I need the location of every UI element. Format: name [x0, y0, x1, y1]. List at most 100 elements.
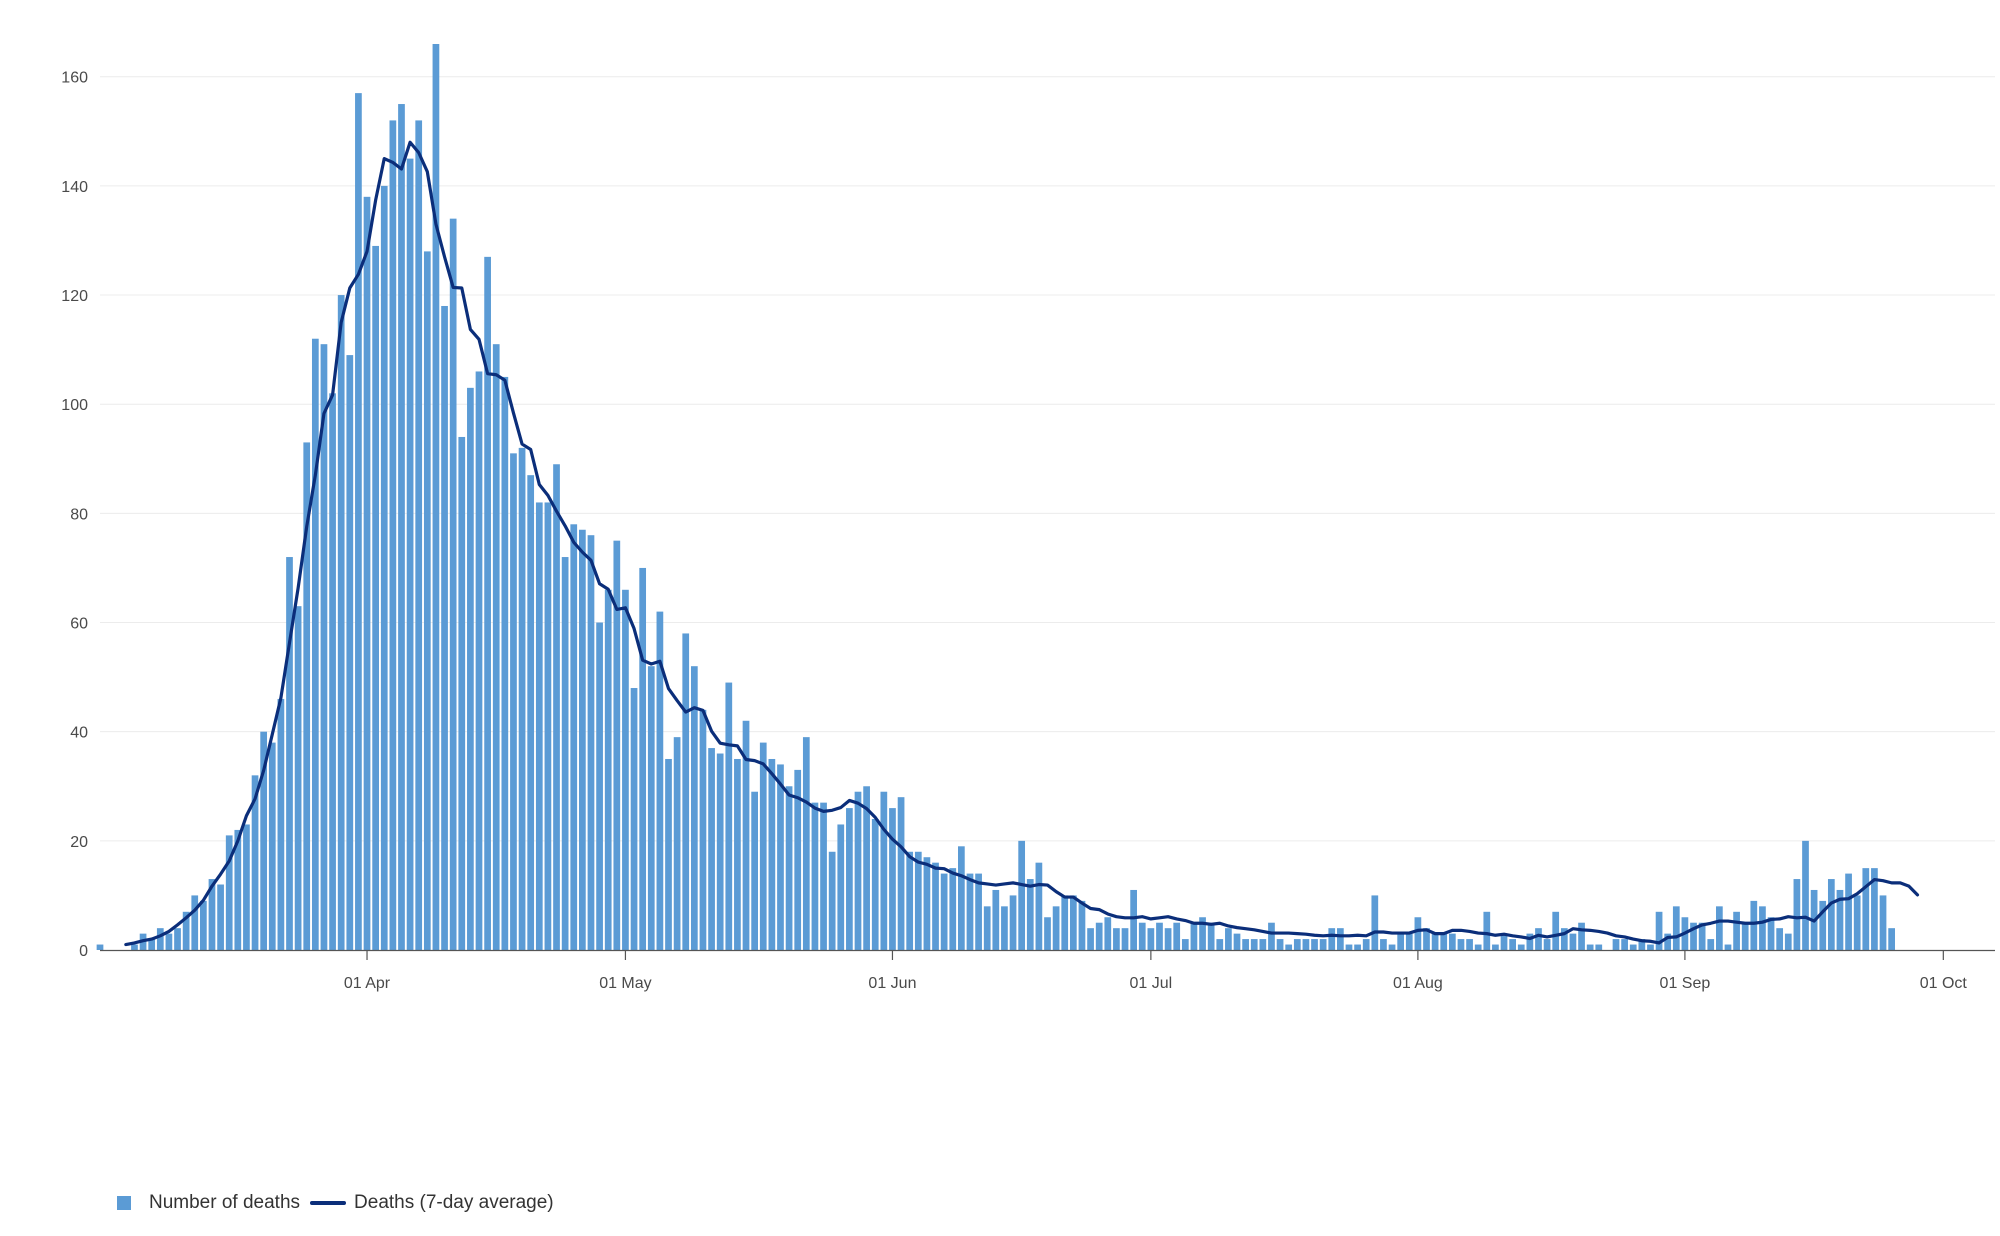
bar	[1285, 944, 1293, 950]
bar	[156, 928, 164, 950]
bar	[389, 120, 397, 950]
bar	[1827, 879, 1835, 950]
bar	[932, 862, 939, 950]
bar	[1724, 944, 1732, 950]
bar	[1629, 944, 1637, 950]
bar	[415, 120, 423, 950]
bar	[1448, 933, 1456, 950]
bar	[1061, 895, 1069, 950]
bar	[854, 791, 862, 950]
bar	[1001, 906, 1008, 950]
bar	[234, 829, 242, 950]
bar	[1466, 939, 1473, 950]
bar	[914, 851, 922, 950]
bar	[535, 502, 543, 950]
bar	[708, 748, 715, 950]
bar	[940, 873, 948, 950]
bar	[1621, 939, 1628, 950]
bar	[1586, 944, 1594, 950]
bar	[1690, 922, 1697, 950]
bar	[647, 666, 655, 950]
bar	[1233, 933, 1241, 950]
bar	[380, 185, 388, 950]
bar	[802, 737, 810, 950]
bar	[734, 758, 741, 950]
bar	[889, 808, 896, 950]
legend-swatch-bar	[117, 1196, 131, 1210]
bar	[837, 824, 845, 950]
bar	[1190, 922, 1198, 950]
x-tick-label: 01 Jul	[1130, 975, 1173, 992]
bar	[1052, 906, 1060, 950]
bar	[492, 344, 500, 950]
bar	[148, 939, 156, 950]
bar	[329, 393, 336, 950]
bar	[1242, 939, 1249, 950]
bar	[570, 524, 578, 950]
bar	[716, 753, 724, 950]
legend-item-deaths-average[interactable]: Deaths (7-day average)	[310, 1192, 554, 1214]
bar	[1845, 873, 1852, 950]
bar	[690, 666, 698, 950]
bar	[423, 251, 431, 950]
legend-label: Deaths (7-day average)	[354, 1192, 554, 1213]
bar	[1397, 933, 1405, 950]
bar	[1862, 868, 1870, 950]
bar	[527, 475, 535, 950]
bar	[1371, 895, 1379, 950]
bar	[355, 93, 362, 951]
bar	[1087, 928, 1094, 950]
bar	[622, 589, 629, 950]
bar	[1207, 922, 1215, 950]
legend-item-number-of-deaths[interactable]: Number of deaths	[117, 1192, 300, 1214]
x-tick-label: 01 Apr	[344, 975, 391, 992]
y-tick-label: 0	[79, 943, 88, 960]
bar	[96, 944, 104, 950]
bar	[751, 791, 758, 950]
y-tick-label: 100	[61, 397, 88, 414]
bar	[1741, 922, 1749, 950]
bar	[1362, 939, 1370, 950]
bar	[897, 797, 905, 950]
bar	[251, 775, 259, 950]
bar	[441, 305, 448, 951]
bar	[604, 589, 612, 950]
bar	[1250, 939, 1258, 950]
bar	[208, 879, 216, 950]
bar	[1345, 944, 1353, 950]
bar	[1655, 911, 1663, 950]
bar	[768, 758, 776, 950]
bar	[518, 447, 526, 950]
bar	[1095, 922, 1103, 950]
bar	[1259, 939, 1267, 950]
bar	[243, 824, 250, 950]
bar	[363, 196, 371, 950]
bar	[820, 802, 827, 950]
bar	[656, 611, 664, 950]
bar	[1888, 928, 1895, 950]
bar	[1578, 922, 1585, 950]
bar	[1380, 939, 1387, 950]
bar	[174, 928, 181, 950]
bar	[699, 709, 707, 950]
bar	[1638, 939, 1646, 950]
bar	[467, 387, 474, 951]
bar	[1156, 922, 1163, 950]
bar	[260, 731, 268, 950]
bar	[639, 567, 647, 950]
bar	[561, 557, 569, 950]
bar	[1078, 900, 1086, 950]
bar	[1767, 917, 1775, 950]
bar	[1552, 911, 1560, 950]
bar	[966, 873, 974, 950]
bar	[1121, 928, 1129, 950]
bar	[182, 911, 190, 950]
bar	[1440, 933, 1448, 950]
bar	[1853, 895, 1861, 950]
bar	[794, 769, 802, 950]
bar	[1302, 939, 1310, 950]
bar	[1113, 928, 1120, 950]
bar	[510, 453, 517, 950]
bar	[1526, 933, 1534, 950]
x-tick-label: 01 Jun	[868, 975, 916, 992]
